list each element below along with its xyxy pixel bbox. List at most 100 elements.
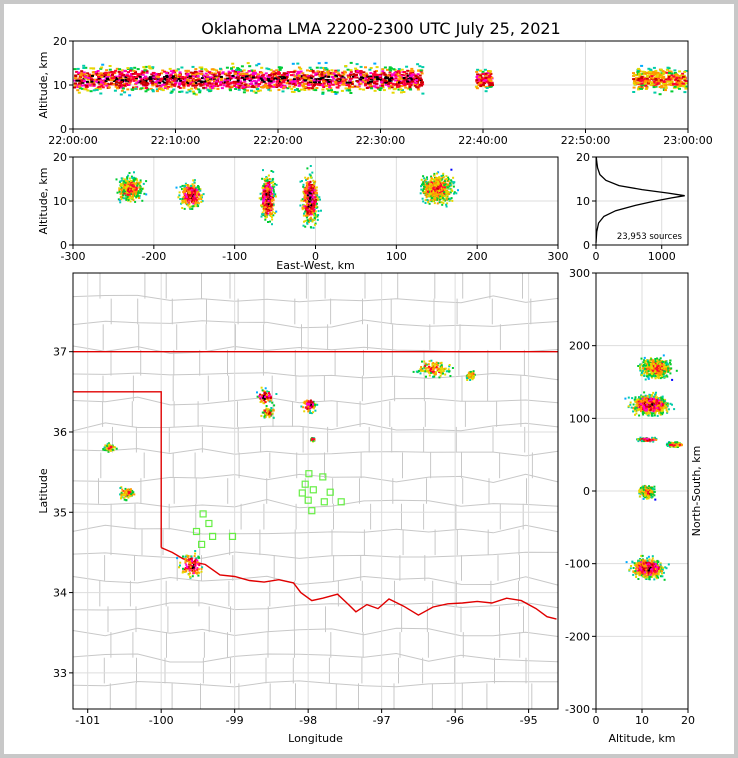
altitude-time-source bbox=[180, 90, 184, 93]
plan-view-source bbox=[433, 374, 436, 376]
altitude-east-west-source bbox=[139, 179, 142, 182]
altitude-east-west-source bbox=[437, 185, 440, 188]
altitude-time-source bbox=[664, 84, 668, 87]
altitude-time-source bbox=[335, 91, 339, 94]
altitude-time-source bbox=[414, 81, 418, 84]
altitude-time-source bbox=[170, 77, 174, 79]
altitude-east-west-source bbox=[262, 194, 265, 197]
altitude-time-source bbox=[341, 83, 345, 86]
altitude-time-source bbox=[633, 83, 637, 86]
altitude-east-west-source bbox=[187, 198, 190, 201]
altitude-time-source bbox=[228, 76, 232, 78]
altitude-time-source bbox=[324, 67, 328, 70]
altitude-time-source bbox=[257, 76, 260, 79]
plan-view-source bbox=[443, 367, 446, 370]
altitude-time-source bbox=[299, 84, 302, 87]
altitude-time-source bbox=[149, 78, 152, 80]
altitude-time-source bbox=[73, 79, 77, 82]
altitude-east-west-source bbox=[270, 182, 273, 184]
altitude-time-source bbox=[677, 75, 681, 78]
altitude-east-west-source bbox=[195, 195, 197, 198]
altitude-east-west-source bbox=[200, 200, 203, 203]
altitude-time-source bbox=[102, 75, 106, 78]
plan-view-source bbox=[449, 375, 452, 377]
altitude-east-west-source bbox=[422, 185, 425, 188]
altitude-time-source bbox=[120, 89, 124, 92]
altitude-time-source bbox=[121, 79, 125, 82]
altitude-time-source bbox=[662, 77, 666, 80]
altitude-time-source bbox=[237, 71, 241, 73]
altitude-east-west-source bbox=[194, 192, 197, 195]
altitude-east-west-source bbox=[302, 214, 305, 217]
altitude-time-source bbox=[679, 74, 683, 77]
altitude-time-source bbox=[294, 84, 297, 87]
altitude-east-west-source bbox=[195, 201, 198, 204]
altitude-time-source bbox=[403, 82, 407, 85]
altitude-time-source bbox=[333, 76, 337, 78]
altitude-time-source bbox=[149, 67, 153, 70]
altitude-east-west-source bbox=[441, 192, 444, 195]
altitude-east-west-source bbox=[180, 202, 183, 205]
altitude-east-west-source bbox=[193, 181, 196, 184]
altitude-east-west-source bbox=[188, 190, 191, 193]
altitude-time-source bbox=[303, 86, 307, 88]
altitude-time-source bbox=[274, 74, 278, 77]
altitude-east-west-source bbox=[303, 190, 306, 193]
altitude-time-source bbox=[160, 87, 164, 90]
altitude-east-west-source bbox=[445, 192, 448, 195]
altitude-time-source bbox=[658, 75, 662, 78]
altitude-time-source bbox=[179, 79, 183, 82]
altitude-east-west-source bbox=[265, 195, 268, 198]
altitude-time-source bbox=[266, 75, 270, 78]
altitude-east-west-source bbox=[439, 189, 442, 192]
altitude-east-west-source bbox=[134, 200, 137, 203]
plan-view-source bbox=[422, 370, 425, 372]
altitude-time-source bbox=[282, 86, 286, 89]
altitude-east-west-source bbox=[266, 210, 269, 212]
altitude-time-source bbox=[155, 90, 159, 93]
altitude-time-source bbox=[144, 75, 148, 78]
altitude-time-source bbox=[219, 79, 223, 81]
altitude-time-source bbox=[262, 78, 266, 81]
altitude-time-source bbox=[225, 82, 229, 85]
altitude-east-west-source bbox=[436, 198, 439, 201]
altitude-time-source bbox=[309, 79, 313, 82]
altitude-east-west-source bbox=[272, 187, 275, 190]
plan-view-source bbox=[439, 374, 442, 377]
altitude-time-source bbox=[370, 87, 374, 90]
altitude-east-west-source bbox=[309, 212, 312, 215]
altitude-time-source bbox=[252, 79, 256, 82]
altitude-east-west-source bbox=[191, 192, 194, 195]
plan-view-source bbox=[472, 374, 475, 377]
altitude-time-source bbox=[271, 71, 275, 74]
altitude-time-source bbox=[332, 72, 336, 75]
altitude-time-source bbox=[680, 77, 683, 80]
altitude-east-west-source bbox=[440, 174, 443, 177]
altitude-time-source bbox=[413, 83, 417, 85]
altitude-east-west-source bbox=[270, 170, 273, 172]
altitude-time-source bbox=[190, 87, 194, 90]
altitude-east-west-source bbox=[434, 197, 437, 200]
plan-view-source bbox=[467, 376, 470, 379]
altitude-time-source bbox=[310, 68, 313, 71]
altitude-east-west-source bbox=[267, 191, 270, 194]
altitude-east-west-source bbox=[262, 201, 265, 204]
altitude-east-west-source bbox=[422, 183, 425, 185]
altitude-east-west-source bbox=[430, 177, 433, 179]
altitude-time-source bbox=[141, 73, 145, 76]
altitude-time-source bbox=[415, 79, 418, 81]
altitude-east-west-source bbox=[134, 189, 137, 192]
altitude-east-west-source bbox=[179, 185, 182, 188]
plan-view-source bbox=[430, 370, 432, 373]
altitude-east-west-source bbox=[186, 199, 189, 202]
altitude-time-source bbox=[408, 86, 412, 89]
altitude-time-source bbox=[82, 67, 86, 69]
plan-view-source bbox=[433, 375, 436, 378]
altitude-time-source bbox=[489, 80, 493, 82]
altitude-east-west-source bbox=[446, 191, 449, 194]
altitude-east-west-source bbox=[436, 194, 438, 197]
plan-view-source bbox=[447, 368, 450, 371]
altitude-time-source bbox=[235, 68, 239, 71]
altitude-time-source bbox=[364, 84, 368, 87]
altitude-time-source bbox=[256, 73, 260, 76]
